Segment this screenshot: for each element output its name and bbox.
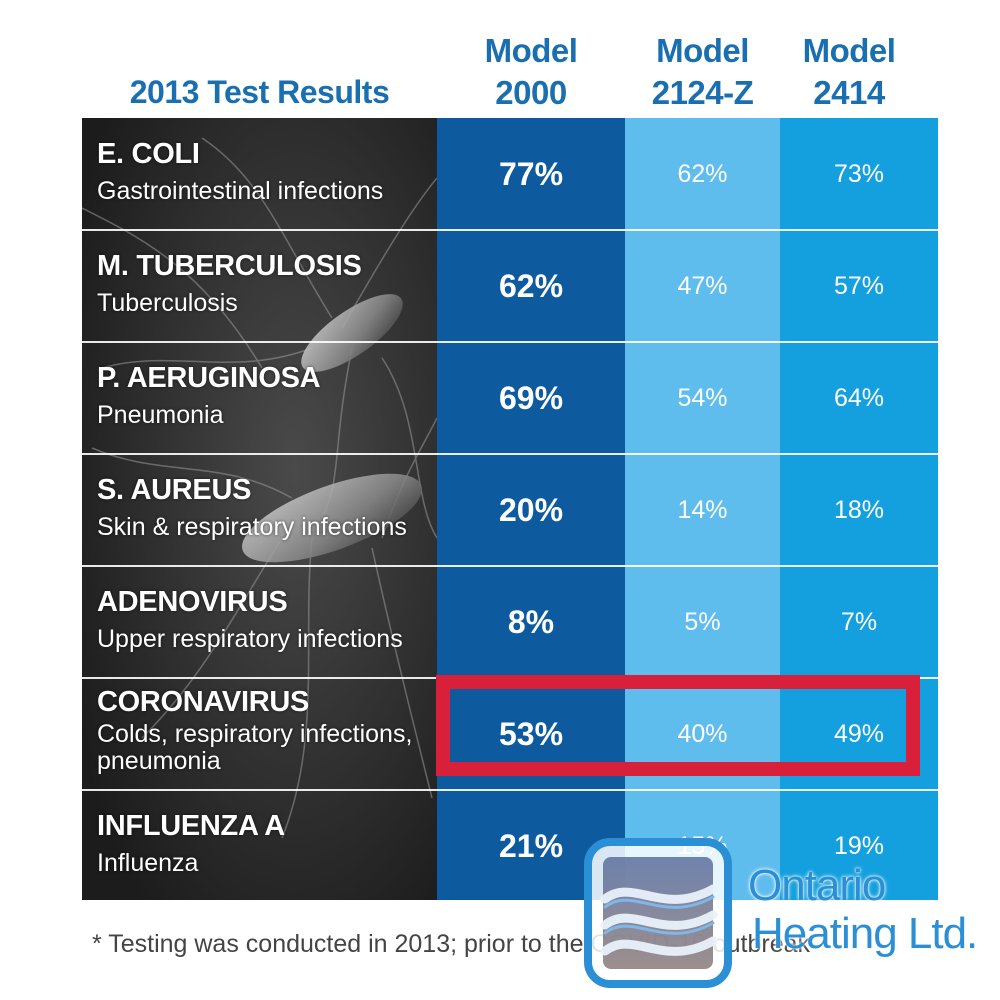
table-row: INFLUENZA A Influenza 21% 15% 19%: [82, 790, 938, 902]
table-row: CORONAVIRUS Colds, respiratory infection…: [82, 678, 938, 790]
value-model-2414: 18%: [833, 495, 885, 524]
column-header-line1: Model: [656, 32, 749, 69]
table-row: M. TUBERCULOSIS Tuberculosis 62% 47% 57%: [82, 230, 938, 342]
table-row: S. AUREUS Skin & respiratory infections …: [82, 454, 938, 566]
value-model-2124z: 5%: [684, 607, 721, 636]
pathogen-name: INFLUENZA A: [97, 810, 285, 842]
row-label: E. COLI Gastrointestinal infections: [97, 118, 437, 230]
pathogen-description: Colds, respiratory infections, pneumonia: [97, 720, 413, 775]
row-divider: [82, 341, 938, 343]
logo-line2: Heating Ltd.: [752, 909, 978, 958]
value-model-2000: 62%: [498, 267, 564, 304]
pathogen-description: Upper respiratory infections: [97, 625, 403, 653]
pathogen-description: Pneumonia: [97, 401, 224, 429]
pathogen-name: S. AUREUS: [97, 474, 252, 506]
value-model-2000: 69%: [498, 379, 564, 416]
table-row: E. COLI Gastrointestinal infections 77% …: [82, 118, 938, 230]
value-model-2414: 73%: [833, 159, 885, 188]
table-title: 2013 Test Results: [129, 73, 390, 110]
pathogen-description: Influenza: [97, 849, 199, 877]
bacteria-photo-icon: [82, 118, 437, 900]
column-header-line1: Model: [484, 32, 578, 69]
value-model-2414: 64%: [833, 383, 885, 412]
row-label: CORONAVIRUS Colds, respiratory infection…: [97, 678, 437, 790]
row-label: S. AUREUS Skin & respiratory infections: [97, 454, 437, 566]
column-header-line1: Model: [802, 32, 896, 69]
column-header-line2: 2414: [813, 74, 885, 111]
value-model-2124z: 14%: [677, 495, 728, 524]
row-label: ADENOVIRUS Upper respiratory infections: [97, 566, 437, 678]
row-divider: [82, 789, 938, 791]
coronavirus-highlight-box: [436, 675, 920, 776]
pathogen-description: Gastrointestinal infections: [97, 177, 384, 205]
row-divider: [82, 229, 938, 231]
pathogen-name: ADENOVIRUS: [97, 586, 288, 618]
column-header-model-2414: Model 2414: [770, 30, 928, 116]
value-model-2000: 77%: [498, 155, 564, 192]
value-model-2000: 53%: [498, 715, 564, 752]
value-model-2414: 49%: [833, 719, 885, 748]
row-label: INFLUENZA A Influenza: [97, 790, 437, 902]
pathogen-description: Skin & respiratory infections: [97, 513, 407, 541]
row-label: P. AERUGINOSA Pneumonia: [97, 342, 437, 454]
table-row: P. AERUGINOSA Pneumonia 69% 54% 64%: [82, 342, 938, 454]
value-model-2000: 8%: [507, 603, 555, 640]
value-model-2124z: 40%: [677, 719, 728, 748]
table-row: ADENOVIRUS Upper respiratory infections …: [82, 566, 938, 678]
column-header-line2: 2000: [495, 74, 567, 111]
pathogen-name: M. TUBERCULOSIS: [97, 250, 362, 282]
row-label: M. TUBERCULOSIS Tuberculosis: [97, 230, 437, 342]
column-header-line2: 2124-Z: [651, 74, 754, 111]
value-model-2000: 20%: [498, 491, 564, 528]
row-divider: [82, 565, 938, 567]
wave-logo-icon: [583, 837, 733, 989]
pathogen-name: P. AERUGINOSA: [97, 362, 321, 394]
value-model-2124z: 54%: [677, 383, 728, 412]
value-model-2000: 21%: [498, 827, 564, 864]
column-header-model-2000: Model 2000: [437, 30, 625, 116]
logo-line1: Ontario: [748, 861, 886, 910]
results-table: E. COLI Gastrointestinal infections 77% …: [82, 118, 938, 900]
value-model-2124z: 62%: [677, 159, 728, 188]
value-model-2414: 19%: [833, 831, 885, 860]
value-model-2414: 57%: [833, 271, 885, 300]
row-divider: [82, 453, 938, 455]
column-header-model-2124z: Model 2124-Z: [625, 30, 780, 116]
pathogen-name: CORONAVIRUS: [97, 686, 310, 718]
pathogen-name: E. COLI: [97, 138, 200, 170]
company-logo-text: Ontario Heating Ltd.: [748, 861, 978, 958]
value-model-2124z: 47%: [677, 271, 728, 300]
value-model-2414: 7%: [840, 607, 878, 636]
pathogen-description: Tuberculosis: [97, 289, 238, 317]
